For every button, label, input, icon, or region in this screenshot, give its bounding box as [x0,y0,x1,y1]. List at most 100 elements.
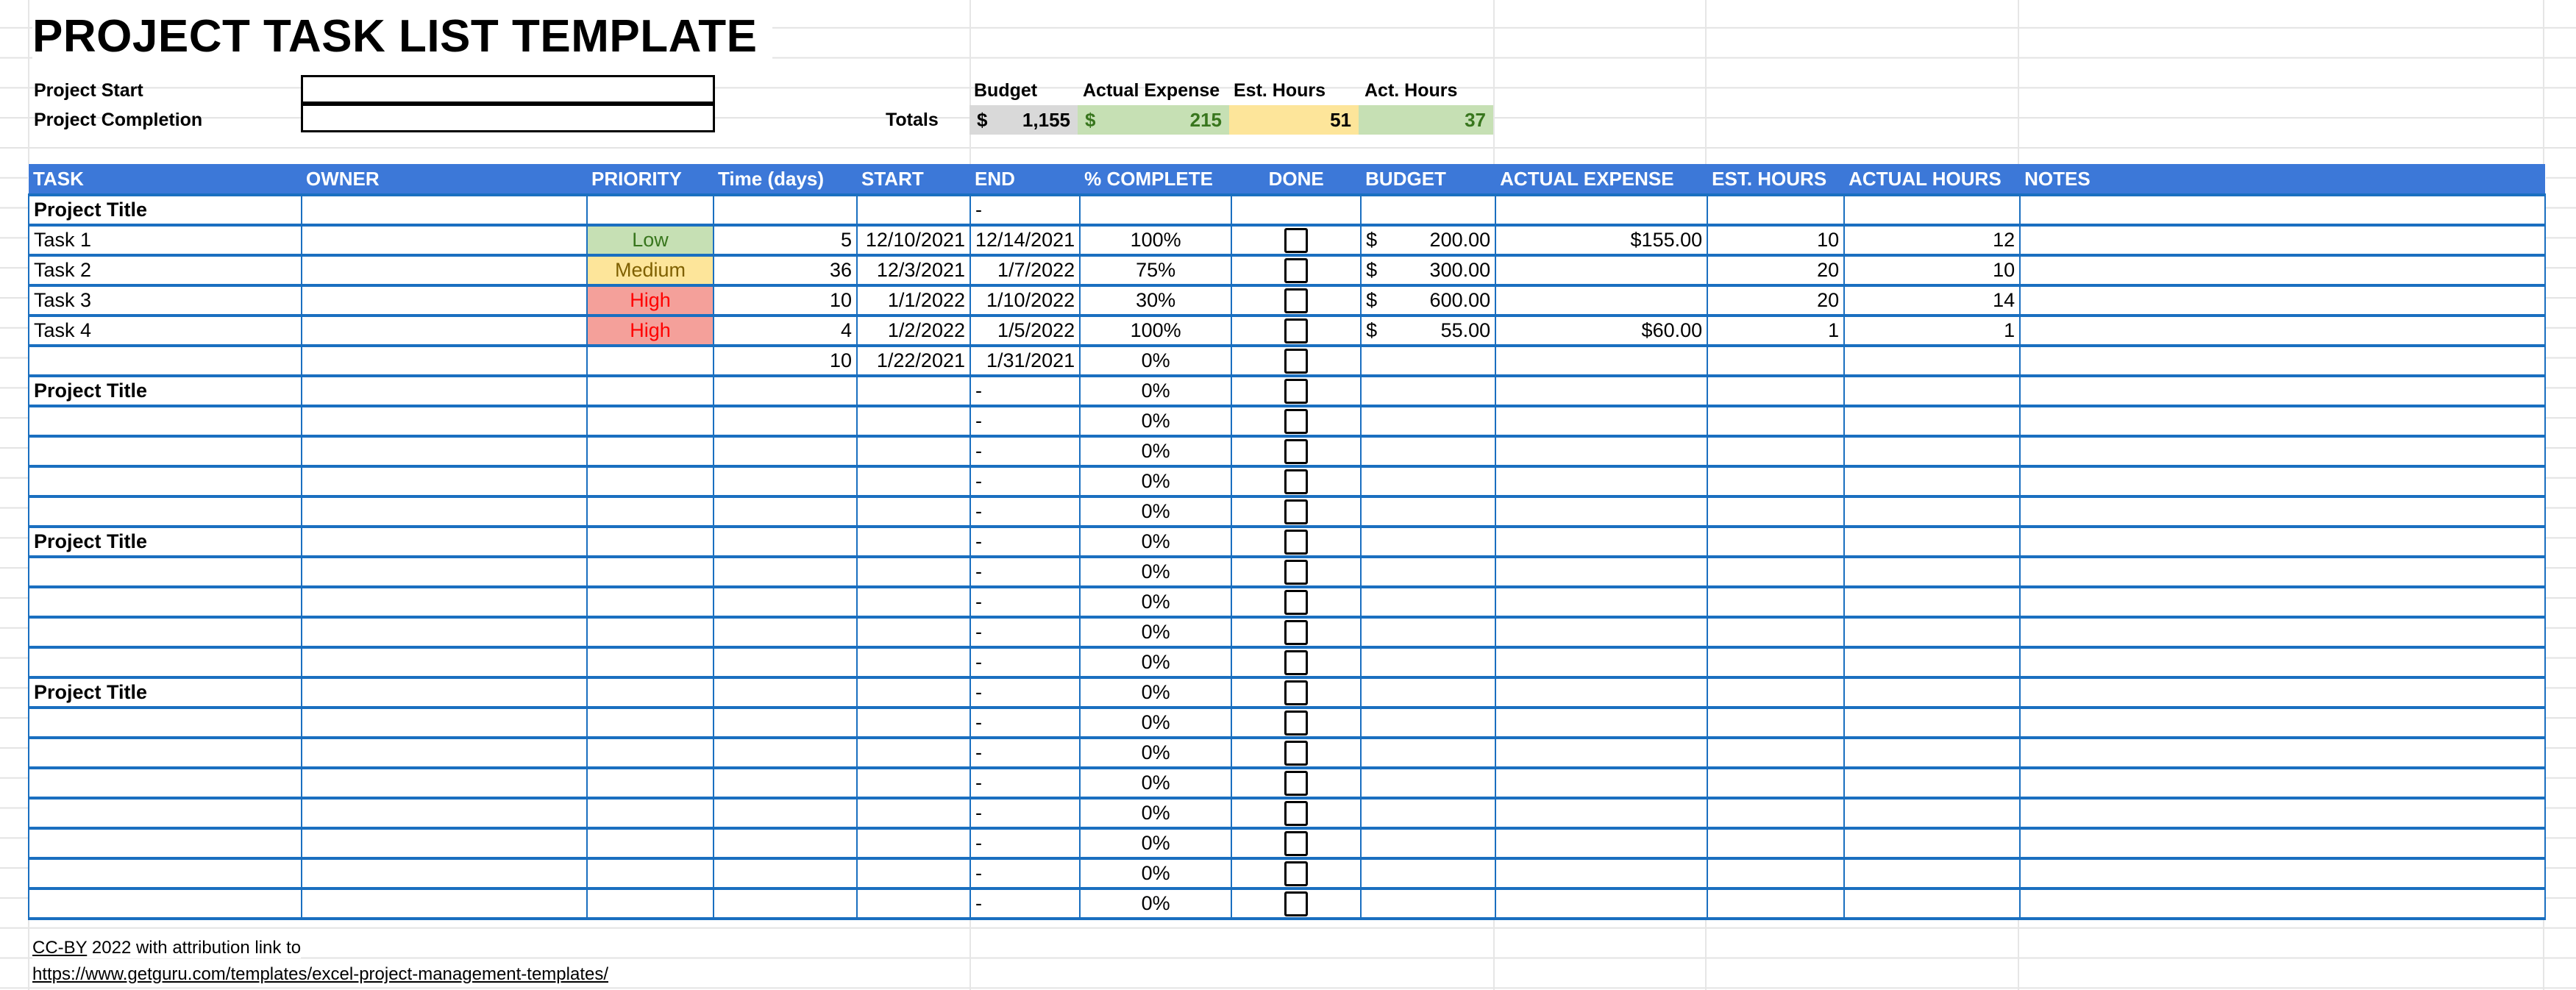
owner-cell[interactable] [301,316,588,347]
task-cell[interactable] [28,708,302,739]
actual-expense-cell[interactable] [1495,798,1709,830]
budget-cell[interactable] [1360,557,1497,588]
end-cell[interactable]: - [969,557,1081,588]
time-days-cell[interactable] [713,557,858,588]
percent-complete-cell[interactable]: 0% [1079,647,1233,679]
done-checkbox[interactable] [1284,438,1309,463]
task-cell[interactable] [28,798,302,830]
owner-cell[interactable] [301,708,588,739]
percent-complete-cell[interactable]: 0% [1079,406,1233,438]
start-cell[interactable]: 1/22/2021 [856,346,971,377]
license-link[interactable]: CC-BY [32,938,88,958]
owner-cell[interactable] [301,858,588,890]
est-hours-cell[interactable]: 1 [1707,316,1846,347]
column-header-done[interactable]: DONE [1231,164,1362,196]
time-days-cell[interactable] [713,466,858,498]
done-checkbox[interactable] [1284,680,1309,705]
actual-hours-cell[interactable] [1843,557,2021,588]
budget-cell[interactable] [1360,647,1497,679]
done-checkbox[interactable] [1284,408,1309,433]
done-cell[interactable] [1231,255,1362,287]
owner-cell[interactable] [301,195,588,227]
actual-hours-cell[interactable] [1843,406,2021,438]
actual-expense-cell[interactable] [1495,708,1709,739]
notes-cell[interactable] [2019,195,2547,227]
priority-cell[interactable] [586,828,714,860]
end-cell[interactable]: - [969,195,1081,227]
end-cell[interactable]: - [969,406,1081,438]
end-cell[interactable]: - [969,466,1081,498]
start-cell[interactable] [856,828,971,860]
project-title-cell[interactable]: Project Title [28,376,302,407]
actual-hours-cell[interactable] [1843,768,2021,800]
est-hours-cell[interactable] [1707,617,1846,649]
notes-cell[interactable] [2019,527,2547,558]
task-cell[interactable]: Task 1 [28,225,302,257]
done-checkbox[interactable] [1284,499,1309,524]
actual-expense-cell[interactable] [1495,677,1709,709]
time-days-cell[interactable] [713,376,858,407]
start-cell[interactable] [856,647,971,679]
time-days-cell[interactable] [713,858,858,890]
budget-cell[interactable] [1360,587,1497,619]
done-cell[interactable] [1231,285,1362,317]
time-days-cell[interactable] [713,647,858,679]
priority-cell[interactable] [586,436,714,468]
actual-expense-cell[interactable] [1495,496,1709,528]
est-hours-cell[interactable] [1707,406,1846,438]
column-header-priority[interactable]: PRIORITY [587,164,714,196]
time-days-cell[interactable] [713,195,858,227]
actual-hours-cell[interactable]: 14 [1843,285,2021,317]
done-cell[interactable] [1231,677,1362,709]
est-hours-cell[interactable] [1707,647,1846,679]
project-start-input[interactable] [301,75,715,104]
budget-cell[interactable] [1360,677,1497,709]
notes-cell[interactable] [2019,617,2547,649]
done-checkbox[interactable] [1284,288,1309,313]
actual-expense-cell[interactable] [1495,195,1709,227]
end-cell[interactable]: - [969,858,1081,890]
est-hours-cell[interactable] [1707,587,1846,619]
start-cell[interactable] [856,496,971,528]
percent-complete-cell[interactable]: 100% [1079,225,1233,257]
task-cell[interactable] [28,466,302,498]
time-days-cell[interactable] [713,828,858,860]
actual-expense-cell[interactable] [1495,768,1709,800]
budget-cell[interactable] [1360,617,1497,649]
notes-cell[interactable] [2019,225,2547,257]
priority-cell[interactable] [586,768,714,800]
done-checkbox[interactable] [1284,227,1309,252]
column-header-percent-complete[interactable]: % COMPLETE [1080,164,1232,196]
est-hours-cell[interactable] [1707,828,1846,860]
percent-complete-cell[interactable]: 30% [1079,285,1233,317]
percent-complete-cell[interactable]: 0% [1079,376,1233,407]
budget-cell[interactable] [1360,858,1497,890]
percent-complete-cell[interactable]: 0% [1079,888,1233,920]
owner-cell[interactable] [301,557,588,588]
actual-hours-cell[interactable] [1843,376,2021,407]
time-days-cell[interactable] [713,527,858,558]
column-header-notes[interactable]: NOTES [2020,164,2546,196]
budget-cell[interactable] [1360,738,1497,769]
priority-cell[interactable]: High [586,285,714,317]
notes-cell[interactable] [2019,858,2547,890]
done-checkbox[interactable] [1284,740,1309,765]
est-hours-cell[interactable] [1707,436,1846,468]
priority-cell[interactable] [586,466,714,498]
owner-cell[interactable] [301,527,588,558]
notes-cell[interactable] [2019,768,2547,800]
start-cell[interactable] [856,798,971,830]
owner-cell[interactable] [301,617,588,649]
est-hours-cell[interactable] [1707,346,1846,377]
time-days-cell[interactable] [713,798,858,830]
start-cell[interactable]: 1/2/2022 [856,316,971,347]
actual-hours-cell[interactable] [1843,346,2021,377]
task-cell[interactable] [28,647,302,679]
end-cell[interactable]: - [969,647,1081,679]
owner-cell[interactable] [301,255,588,287]
percent-complete-cell[interactable]: 0% [1079,557,1233,588]
actual-hours-cell[interactable] [1843,888,2021,920]
end-cell[interactable]: - [969,888,1081,920]
start-cell[interactable] [856,436,971,468]
end-cell[interactable]: - [969,527,1081,558]
